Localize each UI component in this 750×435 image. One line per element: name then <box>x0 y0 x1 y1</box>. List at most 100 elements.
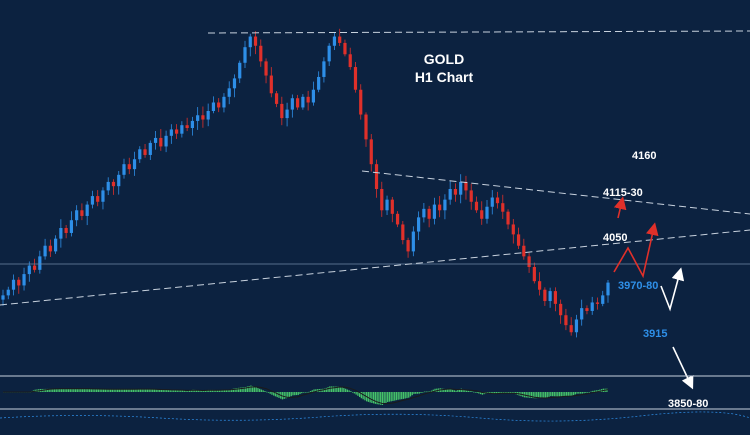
histogram-bar <box>478 392 480 394</box>
histogram-bar <box>74 388 77 392</box>
histogram-bar <box>313 389 315 392</box>
candle-body <box>474 201 479 211</box>
candle <box>111 179 116 195</box>
candle-body <box>522 245 526 257</box>
histogram-bar <box>551 392 554 397</box>
histogram-bar <box>234 388 236 392</box>
ascending-trendline <box>0 229 750 306</box>
histogram-bar <box>586 392 589 393</box>
histogram-bar <box>395 392 398 401</box>
candle-body <box>532 267 536 282</box>
histogram-bar <box>427 391 429 393</box>
histogram-bar <box>173 390 175 392</box>
histogram-bar <box>539 392 541 398</box>
histogram-bar <box>341 387 343 392</box>
candle <box>206 103 210 127</box>
candle <box>143 143 147 158</box>
candle <box>232 74 237 98</box>
histogram-bar <box>216 390 219 392</box>
candle-body <box>538 281 542 290</box>
candle-body <box>238 62 242 79</box>
histogram-bar <box>290 392 292 397</box>
candle <box>495 191 500 209</box>
candle-body <box>111 181 116 187</box>
histogram-bar <box>57 388 59 392</box>
histogram-bar <box>336 386 338 392</box>
candle-body <box>369 139 373 165</box>
histogram-bar <box>150 389 152 392</box>
histogram-bar <box>269 392 271 394</box>
candle-body <box>269 75 273 94</box>
candle-body <box>117 174 121 187</box>
histogram-bar <box>122 389 124 392</box>
histogram-bar <box>194 389 196 392</box>
histogram-bar <box>50 388 52 392</box>
candle-body <box>11 279 16 290</box>
candle-body <box>390 199 394 214</box>
histogram-bar <box>106 389 108 392</box>
histogram-bar <box>255 387 257 392</box>
histogram-bar <box>241 387 243 392</box>
histogram-bar <box>420 392 422 393</box>
histogram-bar <box>264 391 266 392</box>
histogram-bar <box>413 392 415 394</box>
candle-body <box>559 303 563 316</box>
histogram-bar <box>306 392 308 393</box>
price-label-4115-30: 4115-30 <box>603 187 643 199</box>
histogram-bar <box>202 391 205 392</box>
histogram-bar <box>94 389 96 392</box>
candle <box>196 107 200 130</box>
histogram-bar <box>257 388 259 392</box>
histogram-bar <box>402 392 405 399</box>
candle-body <box>432 204 436 219</box>
histogram-bar <box>199 390 201 392</box>
histogram-bar <box>252 386 254 392</box>
histogram-bar <box>134 389 136 392</box>
candle <box>474 196 479 213</box>
histogram-bar <box>273 392 275 396</box>
histogram-bar <box>376 392 378 405</box>
candle-body <box>22 274 26 286</box>
candle-body <box>153 137 158 143</box>
histogram-bar <box>385 392 387 403</box>
histogram-bar <box>457 390 459 392</box>
candle <box>138 146 142 163</box>
histogram-bar <box>446 389 448 392</box>
candle <box>443 194 447 220</box>
histogram-bar <box>334 386 336 392</box>
histogram-bar <box>288 392 291 397</box>
candle-body <box>495 197 500 204</box>
histogram-bar <box>409 392 412 397</box>
histogram-bar <box>358 392 361 398</box>
histogram-bar <box>99 389 101 392</box>
candle-body <box>180 125 184 134</box>
histogram-bar <box>578 392 580 394</box>
candle-body <box>380 189 384 211</box>
candle-body <box>564 315 568 326</box>
candle <box>522 238 526 260</box>
histogram-bar <box>560 392 562 397</box>
candle-body <box>448 189 452 200</box>
candles-layer <box>1 28 610 338</box>
histogram-bar <box>83 388 85 392</box>
histogram-bar <box>115 389 117 392</box>
histogram-bar <box>85 388 87 392</box>
histogram-bar <box>550 392 552 397</box>
candle-body <box>464 181 468 191</box>
histogram-bar <box>138 389 140 392</box>
candle <box>485 199 489 224</box>
candle-body <box>211 102 216 111</box>
histogram-bar <box>469 391 471 392</box>
candle <box>38 250 42 274</box>
histogram-bar <box>497 392 499 394</box>
histogram-bar <box>188 390 191 392</box>
candle <box>190 116 194 136</box>
candle <box>201 106 205 128</box>
candle <box>327 43 331 67</box>
candle-body <box>169 129 173 136</box>
candle-body <box>138 149 142 160</box>
histogram-bar <box>532 392 534 399</box>
candle <box>574 314 579 338</box>
histogram-bar <box>513 392 515 394</box>
histogram-bar <box>155 389 157 392</box>
